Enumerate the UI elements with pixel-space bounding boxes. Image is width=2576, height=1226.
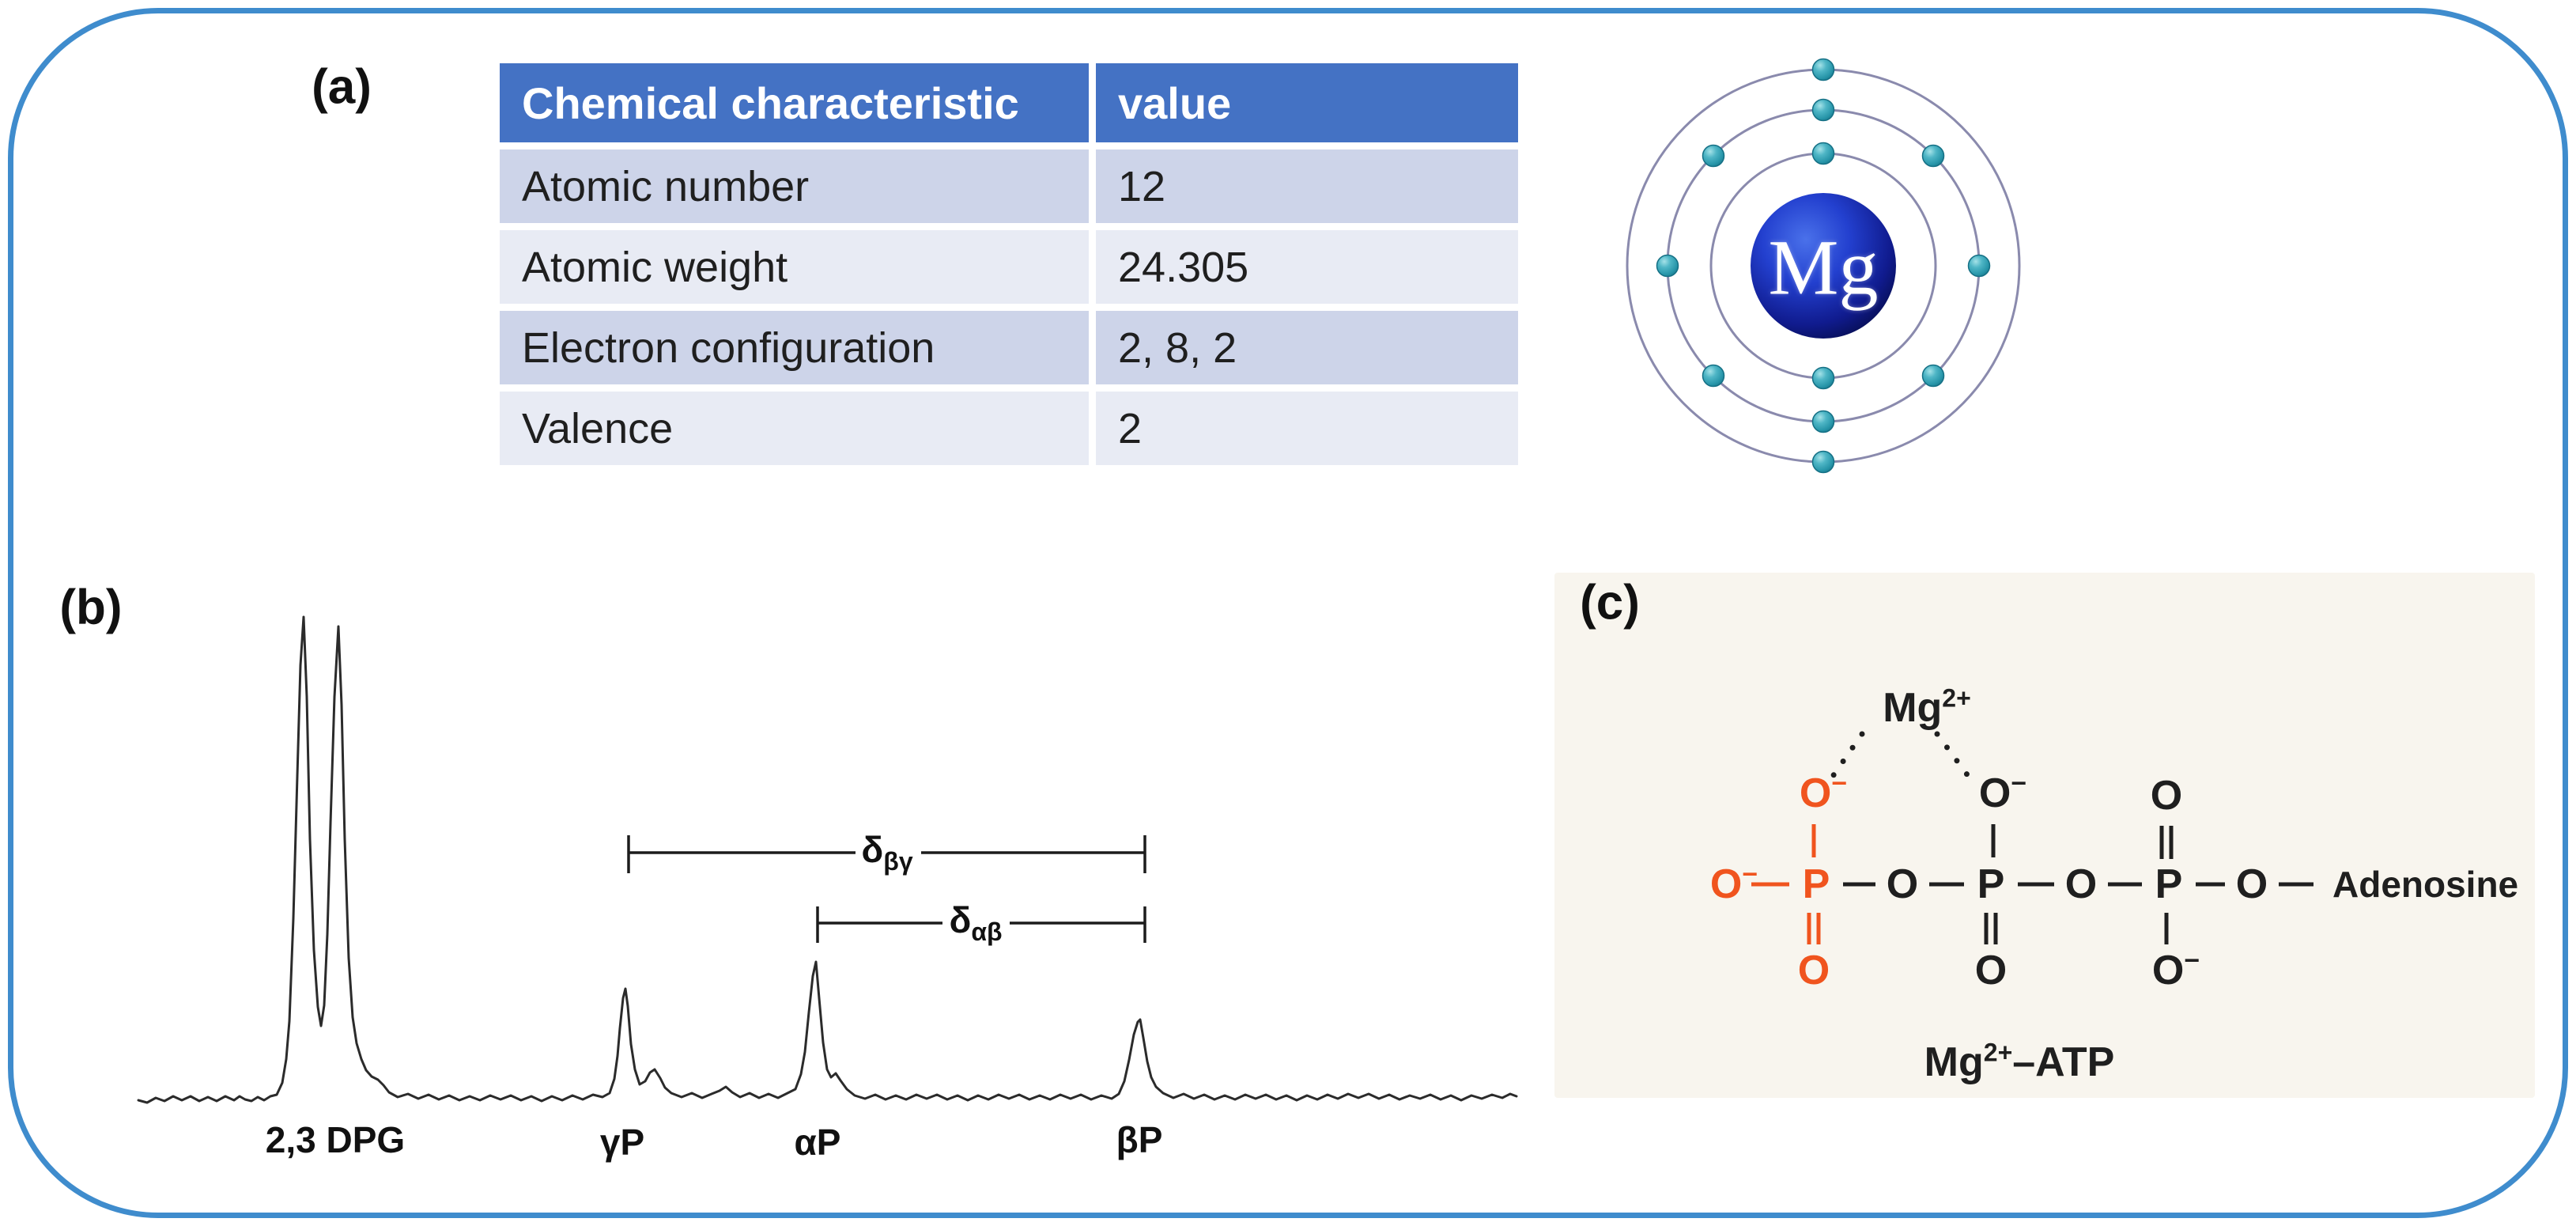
delta-symbol: δ xyxy=(949,899,972,940)
atom-phosphorus-gamma: P xyxy=(2155,864,2183,905)
ion-symbol: Mg xyxy=(1883,685,1943,731)
electron xyxy=(1811,366,1835,390)
shift-annotation-alpha-beta: δαβ xyxy=(949,899,1002,944)
shift-annotation-beta-gamma: δβγ xyxy=(861,828,912,874)
spectrum-trace xyxy=(137,615,1518,1104)
phosphorus-symbol: P xyxy=(1802,861,1830,907)
delta-subscript: αβ xyxy=(971,918,1003,947)
delta-subscript: βγ xyxy=(883,847,913,876)
panel-b-label: (b) xyxy=(59,580,123,635)
nmr-spectrum xyxy=(137,615,1518,1104)
atom-oxygen-top-beta: O− xyxy=(1978,770,2026,816)
shift-bracket-beta-gamma xyxy=(627,835,1146,873)
charge-minus: − xyxy=(2011,768,2027,799)
caption-charge: 2+ xyxy=(1983,1038,2013,1067)
oxygen-symbol: O xyxy=(2151,948,2185,993)
electron xyxy=(1702,144,1725,168)
table-cell-label: Atomic weight xyxy=(500,230,1089,304)
chemical-characteristics-table: Chemical characteristic value Atomic num… xyxy=(500,63,1518,465)
electron xyxy=(1656,254,1679,278)
figure-border xyxy=(8,8,2568,1218)
electron xyxy=(1811,410,1835,433)
table-cell-label: Atomic number xyxy=(500,149,1089,223)
black-bonds xyxy=(1843,824,2313,944)
atom-oxygen-top-gamma: O xyxy=(2151,775,2182,816)
oxygen-symbol: O xyxy=(1974,948,2008,993)
charge-minus: − xyxy=(1831,768,1848,799)
charge-minus: − xyxy=(1742,859,1758,890)
ion-charge: 2+ xyxy=(1942,683,1971,713)
oxygen-symbol: O xyxy=(1886,861,1919,907)
peak-label-alpha-p: αP xyxy=(794,1122,841,1163)
peak-label-gamma-p: γP xyxy=(599,1122,645,1163)
shift-bracket-alpha-beta xyxy=(816,906,1146,943)
atom-oxygen-bridge-1: O xyxy=(1887,864,1918,905)
oxygen-symbol: O xyxy=(1709,861,1743,907)
panel-c-background xyxy=(1554,573,2535,1098)
table-cell-value: 2, 8, 2 xyxy=(1096,311,1518,384)
panel-a-label: (a) xyxy=(312,59,372,115)
atom-oxygen-chain-left: O− xyxy=(1709,861,1758,907)
nucleus-element-symbol: Mg xyxy=(1768,223,1879,312)
delta-symbol: δ xyxy=(861,829,884,870)
adenosine-label: Adenosine xyxy=(2332,864,2519,905)
electron xyxy=(1811,142,1835,165)
atom-oxygen-bottom-alpha: O xyxy=(1798,950,1830,991)
oxygen-symbol: O xyxy=(2150,773,2183,819)
table-header-characteristic: Chemical characteristic xyxy=(500,63,1089,142)
orange-bonds xyxy=(1751,824,1821,944)
phosphorus-symbol: P xyxy=(2155,861,2183,907)
nucleus xyxy=(1751,193,1896,339)
oxygen-symbol: O xyxy=(1799,770,1832,816)
oxygen-symbol: O xyxy=(1797,948,1830,993)
electron xyxy=(1921,144,1945,168)
oxygen-symbol: O xyxy=(2235,861,2268,907)
phosphorus-symbol: P xyxy=(1977,861,2005,907)
atom-oxygen-bridge-3: O xyxy=(2236,864,2268,905)
peak-label-beta-p: βP xyxy=(1116,1119,1163,1160)
panel-c-label: (c) xyxy=(1580,575,1640,630)
table-cell-label: Valence xyxy=(500,392,1089,465)
peak-label-dpg: 2,3 DPG xyxy=(265,1119,406,1160)
atom-phosphorus-beta: P xyxy=(1977,864,2005,905)
charge-minus: − xyxy=(2184,945,2200,976)
magnesium-ion-label: Mg2+ xyxy=(1883,684,1971,732)
bohr-atom-model xyxy=(1626,58,2021,474)
atom-phosphorus-alpha: P xyxy=(1803,864,1830,905)
electron xyxy=(1811,98,1835,122)
electron xyxy=(1967,254,1991,278)
table-cell-value: 24.305 xyxy=(1096,230,1518,304)
table-cell-label: Electron configuration xyxy=(500,311,1089,384)
table-cell-value: 12 xyxy=(1096,149,1518,223)
table-header-value: value xyxy=(1096,63,1518,142)
atom-oxygen-bridge-2: O xyxy=(2065,864,2097,905)
atom-oxygen-bottom-beta: O xyxy=(1975,950,2007,991)
atom-oxygen-top-alpha: O− xyxy=(1799,770,1847,816)
oxygen-symbol: O xyxy=(2064,861,2098,907)
electron xyxy=(1921,364,1945,388)
caption-suffix: –ATP xyxy=(2012,1039,2115,1085)
electrons xyxy=(1656,58,1991,474)
structure-caption: Mg2+–ATP xyxy=(1924,1039,2115,1086)
atom-oxygen-bottom-gamma: O− xyxy=(2151,948,2200,993)
oxygen-symbol: O xyxy=(1978,770,2011,816)
atp-structure-bonds xyxy=(1751,731,2313,944)
caption-prefix: Mg xyxy=(1924,1039,1984,1085)
electron xyxy=(1702,364,1725,388)
table-cell-value: 2 xyxy=(1096,392,1518,465)
electron xyxy=(1811,450,1835,474)
electron xyxy=(1811,58,1835,81)
mg-coordination-dotted-lines xyxy=(1823,731,1978,789)
